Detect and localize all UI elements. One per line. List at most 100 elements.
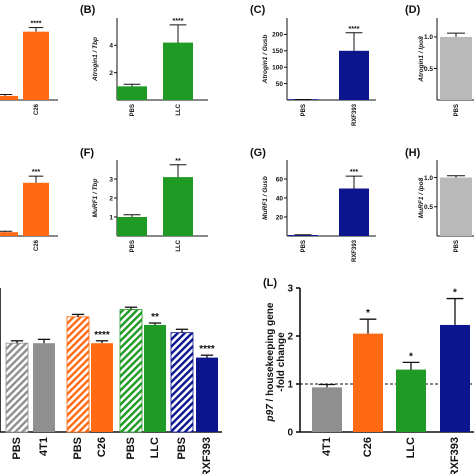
bar bbox=[163, 177, 193, 236]
chart-e-top: *** C26 bbox=[0, 169, 58, 251]
x-tick-label: RXF393 bbox=[201, 437, 213, 474]
bar bbox=[0, 95, 18, 100]
x-tick-label: PBS bbox=[72, 437, 84, 460]
chart-f: (F) MuRF1 / Tbp 1 2 3 PBS ** LLC bbox=[80, 147, 208, 252]
bar bbox=[353, 333, 383, 432]
x-tick-label: C26 bbox=[362, 437, 374, 457]
y-axis-title: Atrogin1 / Ipo8 bbox=[418, 36, 425, 83]
bar bbox=[117, 86, 147, 100]
x-tick-label: PBS bbox=[301, 104, 307, 116]
x-tick-label: LLC bbox=[405, 437, 417, 458]
y-tick-label: 2 bbox=[109, 195, 113, 202]
significance-label: ** bbox=[151, 312, 159, 323]
significance-label: * bbox=[366, 308, 370, 319]
y-axis-title: Atrogin1 / Gusb bbox=[262, 35, 269, 85]
y-tick-label: 40 bbox=[276, 195, 284, 202]
panel-letter: (L) bbox=[263, 277, 277, 289]
bar bbox=[117, 217, 147, 236]
bar bbox=[339, 50, 369, 100]
y-tick-label: 4 bbox=[109, 43, 113, 50]
bar bbox=[5, 342, 29, 433]
x-tick-label: PBS bbox=[301, 240, 307, 252]
significance-label: *** bbox=[350, 169, 358, 176]
x-tick-label: RXF393 bbox=[449, 437, 461, 474]
x-tick-label: PBS bbox=[125, 437, 137, 460]
x-tick-label: LLC bbox=[149, 437, 161, 458]
y-tick-label: 3 bbox=[109, 176, 113, 183]
bar bbox=[196, 357, 218, 432]
x-tick-label: PBS bbox=[11, 437, 23, 460]
bar bbox=[33, 343, 55, 432]
x-tick-label: PBS bbox=[130, 104, 136, 116]
significance-label: * bbox=[409, 351, 413, 362]
panel-letter: (H) bbox=[405, 147, 421, 159]
chart-a-top: **** C26 bbox=[0, 21, 58, 115]
x-tick-label: C26 bbox=[34, 239, 40, 251]
y-tick-label: 100 bbox=[272, 65, 283, 72]
x-tick-label: RXF393 bbox=[352, 103, 358, 126]
x-tick-label: 4T1 bbox=[321, 437, 333, 456]
panel-letter: (G) bbox=[250, 147, 266, 159]
significance-label: **** bbox=[31, 21, 42, 28]
panel-letter: (B) bbox=[80, 4, 96, 16]
bar bbox=[144, 324, 166, 432]
y-tick-label: 3 bbox=[287, 284, 293, 295]
y-tick-label: 2 bbox=[287, 332, 293, 343]
chart-b: (B) Atrogin1 / Tbp 2 4 PBS **** LLC bbox=[80, 4, 208, 116]
bar bbox=[163, 42, 193, 100]
bar bbox=[0, 232, 18, 236]
bar bbox=[66, 316, 90, 433]
y-tick-label: 50 bbox=[276, 81, 284, 88]
y-axis-title: MuRF1 / Gusb bbox=[262, 176, 269, 220]
significance-label: **** bbox=[173, 18, 184, 25]
significance-label: **** bbox=[199, 344, 215, 355]
bar bbox=[91, 343, 113, 432]
y-tick-label: 1 bbox=[287, 380, 293, 391]
significance-label: **** bbox=[349, 26, 360, 33]
x-tick-label: 4T1 bbox=[38, 437, 50, 456]
y-tick-label: 200 bbox=[272, 32, 283, 39]
significance-label: ** bbox=[175, 158, 181, 165]
y-tick-label: 2 bbox=[109, 70, 113, 77]
bar bbox=[339, 188, 369, 236]
y-axis-title: MuRF1 / Ipo8 bbox=[418, 177, 425, 218]
x-tick-label: PBS bbox=[454, 104, 460, 116]
bar bbox=[312, 387, 342, 432]
significance-label: * bbox=[453, 288, 457, 299]
bar bbox=[170, 332, 194, 433]
significance-label: *** bbox=[32, 169, 40, 176]
x-tick-label: PBS bbox=[130, 240, 136, 252]
panel-letter: (D) bbox=[405, 4, 421, 16]
bar bbox=[23, 182, 49, 236]
x-tick-label: LLC bbox=[176, 103, 182, 115]
chart-k: PBS 4T1 PBS **** C26 PBS ** LLC PBS **** RXF393 bbox=[0, 288, 222, 474]
x-tick-label: PBS bbox=[176, 437, 188, 460]
chart-g: (G) MuRF1 / Gusb 20 40 60 PBS *** RXF393 bbox=[250, 147, 376, 262]
y-tick-label: 0 bbox=[287, 428, 293, 439]
chart-c: (C) Atrogin1 / Gusb 50 100 150 200 PBS **** RXF3… bbox=[250, 4, 376, 126]
y-tick-label: 1.0 bbox=[424, 34, 433, 41]
x-tick-label: LLC bbox=[176, 239, 182, 251]
bar bbox=[119, 309, 143, 433]
bar bbox=[440, 36, 472, 100]
panel-letter: (F) bbox=[80, 147, 94, 159]
y-tick-label: 0.5 bbox=[424, 204, 433, 211]
y-tick-label: 1 bbox=[109, 214, 113, 221]
y-axis-title: MuRF1 / Tbp bbox=[92, 178, 99, 217]
y-tick-label: 20 bbox=[276, 214, 284, 221]
bar bbox=[288, 235, 318, 236]
y-axis-title: Atrogin1 / Tbp bbox=[92, 37, 99, 82]
bar bbox=[396, 369, 426, 432]
y-tick-label: 60 bbox=[276, 176, 284, 183]
y-tick-label: 1.0 bbox=[424, 175, 433, 182]
bar bbox=[23, 31, 49, 101]
x-tick-label: PBS bbox=[454, 240, 460, 252]
x-tick-label: RXF393 bbox=[352, 239, 358, 262]
significance-label: **** bbox=[94, 330, 110, 341]
panel-letter: (C) bbox=[250, 4, 266, 16]
bar bbox=[440, 177, 472, 236]
